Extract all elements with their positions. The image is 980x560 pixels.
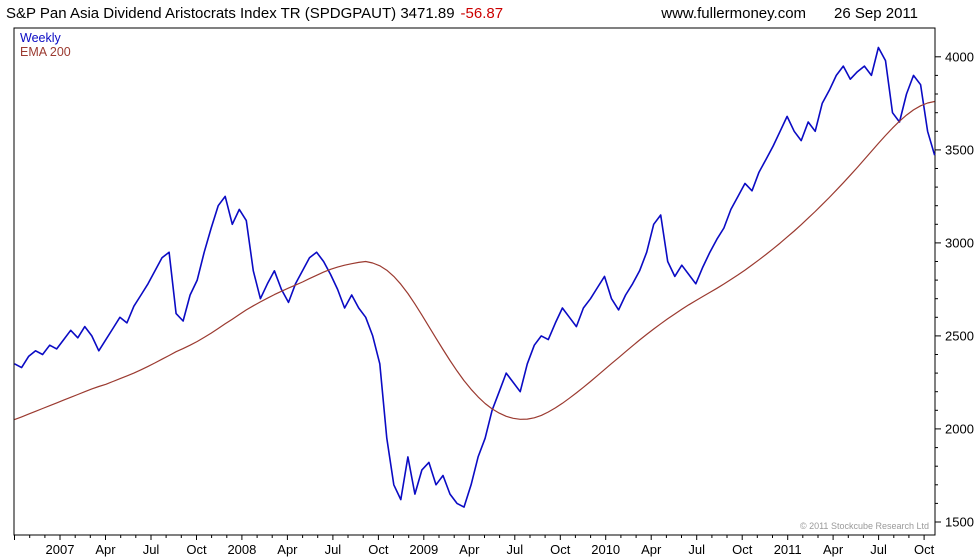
fullermoney-url: www.fullermoney.com <box>661 5 807 22</box>
x-axis-label: Oct <box>368 542 389 557</box>
x-axis-label: Jul <box>688 542 705 557</box>
chart-header: S&P Pan Asia Dividend Aristocrats Index … <box>0 0 980 27</box>
x-axis-label: Apr <box>459 542 480 557</box>
chart-change-value: -56.87 <box>460 5 504 22</box>
chart-title: S&P Pan Asia Dividend Aristocrats Index … <box>6 5 455 22</box>
copyright-notice: © 2011 Stockcube Research Ltd <box>800 521 929 531</box>
y-axis-label: 1500 <box>945 515 974 530</box>
x-axis-label: Oct <box>732 542 753 557</box>
x-axis-label: 2010 <box>591 542 620 557</box>
x-axis-label: Jul <box>143 542 160 557</box>
x-axis-label: Jul <box>506 542 523 557</box>
x-axis-label: Oct <box>914 542 935 557</box>
x-axis-label: Oct <box>550 542 571 557</box>
x-axis-label: Apr <box>823 542 844 557</box>
x-axis-label: Jul <box>325 542 342 557</box>
x-axis-label: Oct <box>186 542 207 557</box>
legend-ema-line: EMA 200 <box>20 45 71 59</box>
x-axis-label: 2008 <box>227 542 256 557</box>
x-axis-label: 2011 <box>774 542 802 557</box>
x-axis-label: 2007 <box>46 542 75 557</box>
y-axis-label: 4000 <box>945 49 974 64</box>
title-group: S&P Pan Asia Dividend Aristocrats Index … <box>6 5 503 22</box>
x-axis-label: Apr <box>95 542 116 557</box>
legend-price-line: Weekly <box>20 31 62 45</box>
chart-date: 26 Sep 2011 <box>834 5 918 22</box>
y-axis-label: 2500 <box>945 328 974 343</box>
x-axis-label: Jul <box>870 542 887 557</box>
y-axis-label: 2000 <box>945 421 974 436</box>
price-line <box>14 46 936 508</box>
y-axis-label: 3000 <box>945 235 974 250</box>
y-axis-label: 3500 <box>945 142 974 157</box>
x-axis-label: Apr <box>277 542 298 557</box>
plot-border <box>13 27 936 536</box>
ema-line <box>14 100 935 421</box>
x-axis-label: 2009 <box>409 542 438 557</box>
x-axis-label: Apr <box>641 542 662 557</box>
